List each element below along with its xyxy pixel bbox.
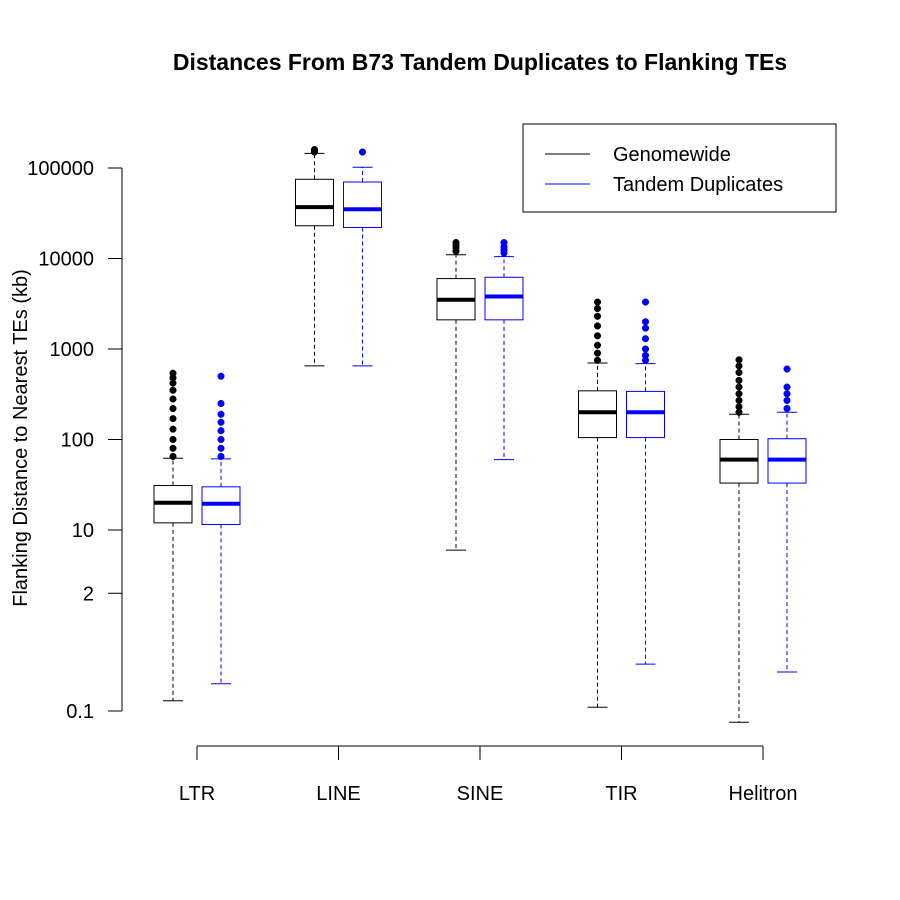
outlier-point [641,335,650,343]
outlier-point [641,324,650,332]
chart-title: Distances From B73 Tandem Duplicates to … [173,49,787,75]
x-tick-label: TIR [605,783,637,805]
outlier-point [641,345,650,353]
outlier-point [169,415,177,423]
box-iqr [484,276,524,321]
outlier-point [783,404,791,413]
outlier-point [217,410,225,418]
box-line-tandem-duplicates [343,148,382,367]
outlier-point [593,322,602,330]
outlier-point [783,396,791,405]
outlier-point [593,332,602,340]
y-tick-label: 100000 [27,158,94,180]
outlier-point [735,376,743,384]
outlier-point [593,304,602,313]
legend: Genomewide Tandem Duplicates [522,123,837,213]
box-sine-genomewide [436,239,476,551]
outlier-point [169,425,177,433]
outlier-point [593,341,602,349]
outlier-point [735,383,743,391]
outlier-point [500,239,508,247]
y-tick-label: 2 [83,583,94,605]
x-tick-label: Helitron [729,783,798,805]
box-sine-tandem-duplicates [484,239,524,461]
x-tick-label: LTR [179,783,215,805]
y-tick-label: 0.1 [66,701,94,723]
box-line-genomewide [295,145,334,367]
outlier-point [169,452,177,460]
y-tick-label: 10000 [38,249,94,271]
outlier-point [641,318,650,326]
x-tick-label: LINE [316,783,360,805]
outlier-point [783,383,791,391]
box-ltr-tandem-duplicates [201,372,241,685]
outlier-point [641,351,650,359]
outlier-point [310,145,319,154]
legend-box [522,123,837,213]
outlier-point [593,312,602,320]
box-iqr [295,178,334,227]
outlier-point [452,239,460,247]
outlier-point [169,369,177,377]
outlier-point [735,356,743,364]
outlier-point [735,390,743,398]
outlier-point [217,435,225,444]
outlier-point [169,404,177,413]
outlier-point [169,435,177,444]
outlier-point [593,356,602,364]
box-tir-tandem-duplicates [626,298,665,665]
y-axis: 0.1 2 10 100 1000 10000 100000 [27,158,123,723]
box-iqr [343,181,382,229]
outlier-point [783,390,791,398]
box-ltr-genomewide [153,369,193,702]
outlier-point [735,362,743,370]
outlier-point [358,148,367,156]
outlier-point [217,427,225,435]
y-tick-label: 100 [61,430,94,452]
box-iqr [626,390,665,439]
legend-label-tandem-duplicates: Tandem Duplicates [613,174,783,196]
outlier-point [593,298,602,306]
outlier-point [217,372,225,380]
outlier-point [217,399,225,408]
plot-area [153,145,807,723]
y-tick-label: 10 [72,520,94,542]
outlier-point [593,349,602,357]
y-axis-label: Flanking Distance to Nearest TEs (kb) [10,269,32,607]
outlier-point [783,365,791,373]
outlier-point [217,418,225,426]
outlier-point [169,386,177,394]
y-tick-label: 1000 [50,339,95,361]
outlier-point [217,444,225,452]
outlier-point [169,395,177,403]
box-helitron-tandem-duplicates [767,365,807,673]
box-helitron-genomewide [719,356,759,723]
legend-label-genomewide: Genomewide [613,144,731,166]
outlier-point [641,298,650,306]
outlier-point [169,444,177,452]
box-tir-genomewide [578,298,617,708]
outlier-point [735,368,743,377]
outlier-point [217,452,225,460]
outlier-point [735,396,743,405]
x-axis: LTR LINE SINE TIR Helitron [179,745,798,805]
x-tick-label: SINE [457,783,504,805]
outlier-point [735,403,743,411]
